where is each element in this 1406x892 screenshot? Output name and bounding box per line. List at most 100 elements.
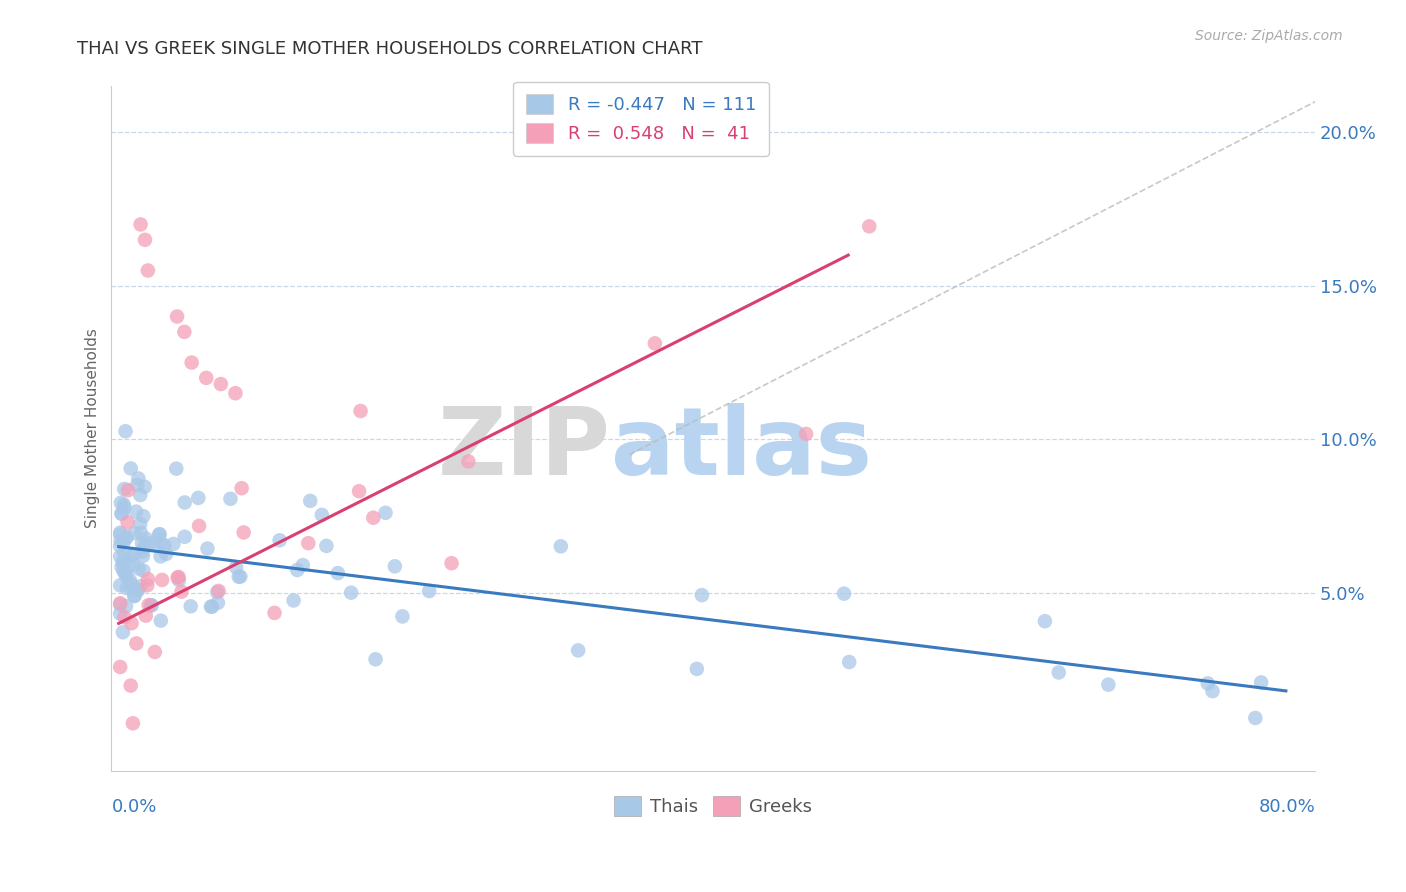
Point <box>112 547 135 561</box>
Point <box>125 505 148 519</box>
Point <box>134 233 156 247</box>
Point <box>132 549 155 563</box>
Point <box>326 566 349 581</box>
Point <box>136 578 159 592</box>
Point <box>150 573 173 587</box>
Text: THAI VS GREEK SINGLE MOTHER HOUSEHOLDS CORRELATION CHART: THAI VS GREEK SINGLE MOTHER HOUSEHOLDS C… <box>77 40 703 58</box>
Point <box>108 607 131 621</box>
Point <box>644 336 666 351</box>
Point <box>136 572 159 586</box>
Point <box>108 549 131 564</box>
Point <box>122 558 145 572</box>
Point <box>149 549 172 564</box>
Point <box>165 461 187 475</box>
Point <box>188 519 211 533</box>
Point <box>115 566 138 580</box>
Point <box>285 563 308 577</box>
Point <box>114 424 136 438</box>
Point <box>269 533 291 548</box>
Point <box>167 570 190 584</box>
Point <box>125 478 148 492</box>
Point <box>207 596 229 610</box>
Point <box>108 539 131 553</box>
Point <box>153 538 176 552</box>
Point <box>138 536 160 550</box>
Point <box>686 662 709 676</box>
Point <box>110 598 132 612</box>
Point <box>135 532 157 546</box>
Text: 0.0%: 0.0% <box>111 798 157 816</box>
Point <box>111 556 134 570</box>
Point <box>361 510 384 524</box>
Point <box>139 599 162 613</box>
Point <box>224 386 246 401</box>
Point <box>173 530 195 544</box>
Point <box>120 577 142 591</box>
Point <box>112 535 135 549</box>
Point <box>112 482 135 496</box>
Point <box>347 484 370 499</box>
Point <box>127 583 149 598</box>
Point <box>114 532 136 546</box>
Point <box>550 539 572 553</box>
Point <box>167 573 190 587</box>
Point <box>111 625 134 640</box>
Point <box>200 599 222 614</box>
Point <box>122 716 145 731</box>
Point <box>111 507 134 521</box>
Point <box>112 564 135 578</box>
Point <box>340 585 363 599</box>
Point <box>197 541 219 556</box>
Point <box>209 377 232 392</box>
Point <box>1033 614 1056 628</box>
Y-axis label: Single Mother Households: Single Mother Households <box>86 328 100 528</box>
Point <box>136 263 159 277</box>
Point <box>283 593 305 607</box>
Point <box>391 609 413 624</box>
Point <box>115 569 138 583</box>
Point <box>127 471 149 485</box>
Text: atlas: atlas <box>612 403 872 495</box>
Point <box>129 525 152 540</box>
Point <box>311 508 333 522</box>
Point <box>108 596 131 610</box>
Point <box>315 539 337 553</box>
Point <box>110 496 132 510</box>
Point <box>219 491 242 506</box>
Point <box>131 544 153 558</box>
Point <box>115 581 138 595</box>
Point <box>838 655 860 669</box>
Point <box>120 461 142 475</box>
Point <box>170 584 193 599</box>
Point <box>228 570 250 584</box>
Point <box>418 584 440 599</box>
Point <box>120 549 142 564</box>
Point <box>124 526 146 541</box>
Point <box>112 498 135 512</box>
Text: ZIP: ZIP <box>439 403 612 495</box>
Point <box>364 652 387 666</box>
Point <box>1201 684 1223 698</box>
Point <box>195 371 218 385</box>
Point <box>457 454 479 468</box>
Point <box>117 483 139 498</box>
Point <box>690 588 713 602</box>
Point <box>148 527 170 541</box>
Point <box>374 506 396 520</box>
Point <box>229 569 252 583</box>
Point <box>128 561 150 575</box>
Point <box>108 660 131 674</box>
Point <box>143 536 166 550</box>
Text: 80.0%: 80.0% <box>1258 798 1315 816</box>
Point <box>1097 678 1119 692</box>
Point <box>115 530 138 544</box>
Point <box>207 583 229 598</box>
Point <box>162 537 184 551</box>
Point <box>832 587 855 601</box>
Point <box>110 525 132 540</box>
Point <box>232 525 254 540</box>
Point <box>112 565 135 579</box>
Point <box>263 606 285 620</box>
Point <box>117 516 139 530</box>
Point <box>155 547 177 561</box>
